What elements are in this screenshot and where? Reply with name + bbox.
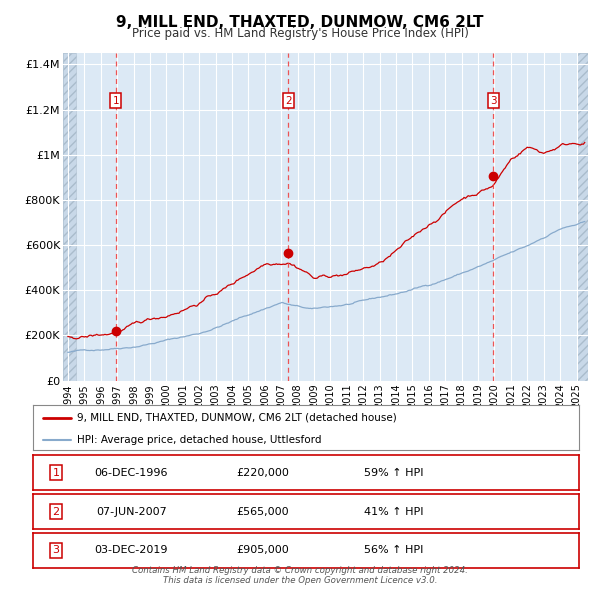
Text: 9, MILL END, THAXTED, DUNMOW, CM6 2LT (detached house): 9, MILL END, THAXTED, DUNMOW, CM6 2LT (d…	[77, 413, 397, 422]
Text: 59% ↑ HPI: 59% ↑ HPI	[364, 468, 423, 477]
Text: 2: 2	[52, 507, 59, 516]
Bar	[577, 53, 588, 381]
Text: 3: 3	[490, 96, 496, 106]
Text: 07-JUN-2007: 07-JUN-2007	[96, 507, 167, 516]
Bar	[63, 53, 76, 381]
Text: 9, MILL END, THAXTED, DUNMOW, CM6 2LT: 9, MILL END, THAXTED, DUNMOW, CM6 2LT	[116, 15, 484, 30]
Text: HPI: Average price, detached house, Uttlesford: HPI: Average price, detached house, Uttl…	[77, 435, 321, 445]
Text: 1: 1	[113, 96, 119, 106]
Text: £905,000: £905,000	[236, 546, 289, 555]
Text: £220,000: £220,000	[236, 468, 289, 477]
Text: 06-DEC-1996: 06-DEC-1996	[95, 468, 168, 477]
Bar	[63, 53, 76, 381]
Text: 03-DEC-2019: 03-DEC-2019	[95, 546, 168, 555]
Text: 41% ↑ HPI: 41% ↑ HPI	[364, 507, 423, 516]
Text: Contains HM Land Registry data © Crown copyright and database right 2024.
This d: Contains HM Land Registry data © Crown c…	[132, 566, 468, 585]
Text: 56% ↑ HPI: 56% ↑ HPI	[364, 546, 423, 555]
Bar	[577, 53, 588, 381]
Text: Price paid vs. HM Land Registry's House Price Index (HPI): Price paid vs. HM Land Registry's House …	[131, 27, 469, 40]
Text: 1: 1	[52, 468, 59, 477]
Text: 3: 3	[52, 546, 59, 555]
Text: 2: 2	[285, 96, 292, 106]
Text: £565,000: £565,000	[236, 507, 289, 516]
